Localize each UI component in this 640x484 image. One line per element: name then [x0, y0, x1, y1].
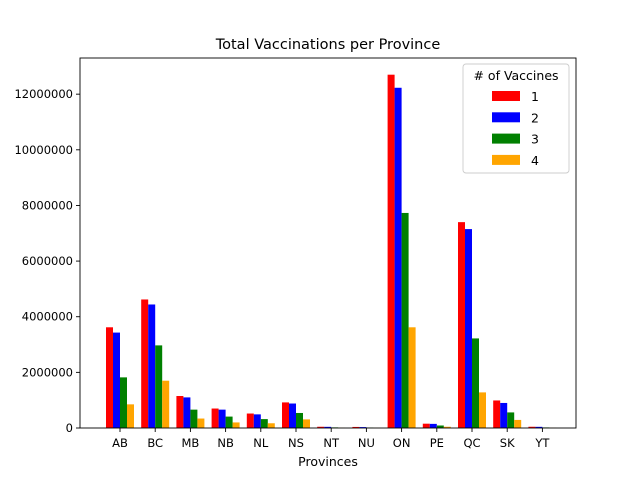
bar-nl-series-4	[268, 423, 275, 428]
bar-pe-series-1	[423, 424, 430, 428]
x-tick-label-ns: NS	[288, 436, 304, 450]
bar-qc-series-1	[458, 222, 465, 428]
bar-on-series-1	[388, 75, 395, 428]
bar-ns-series-1	[282, 402, 289, 428]
x-tick-label-sk: SK	[500, 436, 515, 450]
bar-mb-series-3	[190, 410, 197, 428]
legend-label-1: 1	[531, 89, 539, 104]
legend: # of Vaccines 1 2 3 4	[463, 64, 569, 173]
bar-mb-series-4	[197, 419, 204, 428]
bar-sk-series-4	[514, 420, 521, 428]
x-tick-label-nt: NT	[323, 436, 340, 450]
legend-label-4: 4	[531, 153, 539, 168]
bar-ns-series-3	[296, 413, 303, 428]
y-tick-label: 8000000	[22, 198, 73, 212]
x-tick-label-mb: MB	[181, 436, 199, 450]
x-tick-label-nu: NU	[358, 436, 375, 450]
bar-qc-series-3	[472, 338, 479, 428]
bar-mb-series-1	[176, 396, 183, 428]
bar-bc-series-1	[141, 299, 148, 428]
bar-ab-series-4	[127, 404, 134, 428]
bar-qc-series-2	[465, 229, 472, 428]
bar-nl-series-3	[261, 419, 268, 428]
x-tick-label-ab: AB	[112, 436, 128, 450]
x-tick-label-qc: QC	[463, 436, 480, 450]
bar-on-series-3	[402, 213, 409, 428]
legend-label-2: 2	[531, 110, 539, 125]
bar-nl-series-1	[247, 414, 254, 428]
legend-swatch-1	[492, 91, 520, 101]
y-tick-label: 2000000	[22, 365, 73, 379]
x-tick-label-nb: NB	[217, 436, 234, 450]
bar-bc-series-4	[162, 381, 169, 428]
bar-ab-series-1	[106, 327, 113, 428]
y-tick-label: 6000000	[22, 254, 73, 268]
bar-pe-series-2	[430, 424, 437, 428]
x-axis-label: Provinces	[298, 454, 358, 469]
bar-nb-series-4	[233, 422, 240, 428]
x-tick-label-nl: NL	[253, 436, 269, 450]
bar-nb-series-2	[219, 410, 226, 428]
bar-mb-series-2	[183, 397, 190, 428]
legend-label-3: 3	[531, 132, 539, 147]
legend-swatch-3	[492, 134, 520, 144]
bar-ab-series-3	[120, 377, 127, 428]
bar-ab-series-2	[113, 333, 120, 428]
y-tick-label: 0	[66, 421, 73, 435]
chart-title: Total Vaccinations per Province	[215, 37, 441, 53]
bar-on-series-4	[409, 327, 416, 428]
bar-sk-series-1	[493, 400, 500, 428]
bar-qc-series-4	[479, 392, 486, 428]
y-tick-label: 12000000	[14, 87, 73, 101]
bar-ns-series-2	[289, 404, 296, 428]
bar-bc-series-3	[155, 345, 162, 428]
y-tick-label: 10000000	[14, 143, 73, 157]
legend-swatch-4	[492, 155, 520, 165]
legend-title: # of Vaccines	[473, 68, 558, 83]
x-tick-label-pe: PE	[430, 436, 444, 450]
bar-sk-series-2	[500, 403, 507, 428]
bar-on-series-2	[395, 88, 402, 428]
bar-nb-series-3	[226, 417, 233, 428]
legend-swatch-2	[492, 112, 520, 122]
x-tick-label-bc: BC	[147, 436, 163, 450]
x-tick-label-on: ON	[393, 436, 411, 450]
x-tick-label-yt: YT	[534, 436, 550, 450]
bar-nb-series-1	[212, 409, 219, 428]
bar-bc-series-2	[148, 304, 155, 428]
y-tick-label: 4000000	[22, 310, 73, 324]
bar-nl-series-2	[254, 414, 261, 428]
bar-sk-series-3	[507, 412, 514, 428]
bar-ns-series-4	[303, 419, 310, 428]
